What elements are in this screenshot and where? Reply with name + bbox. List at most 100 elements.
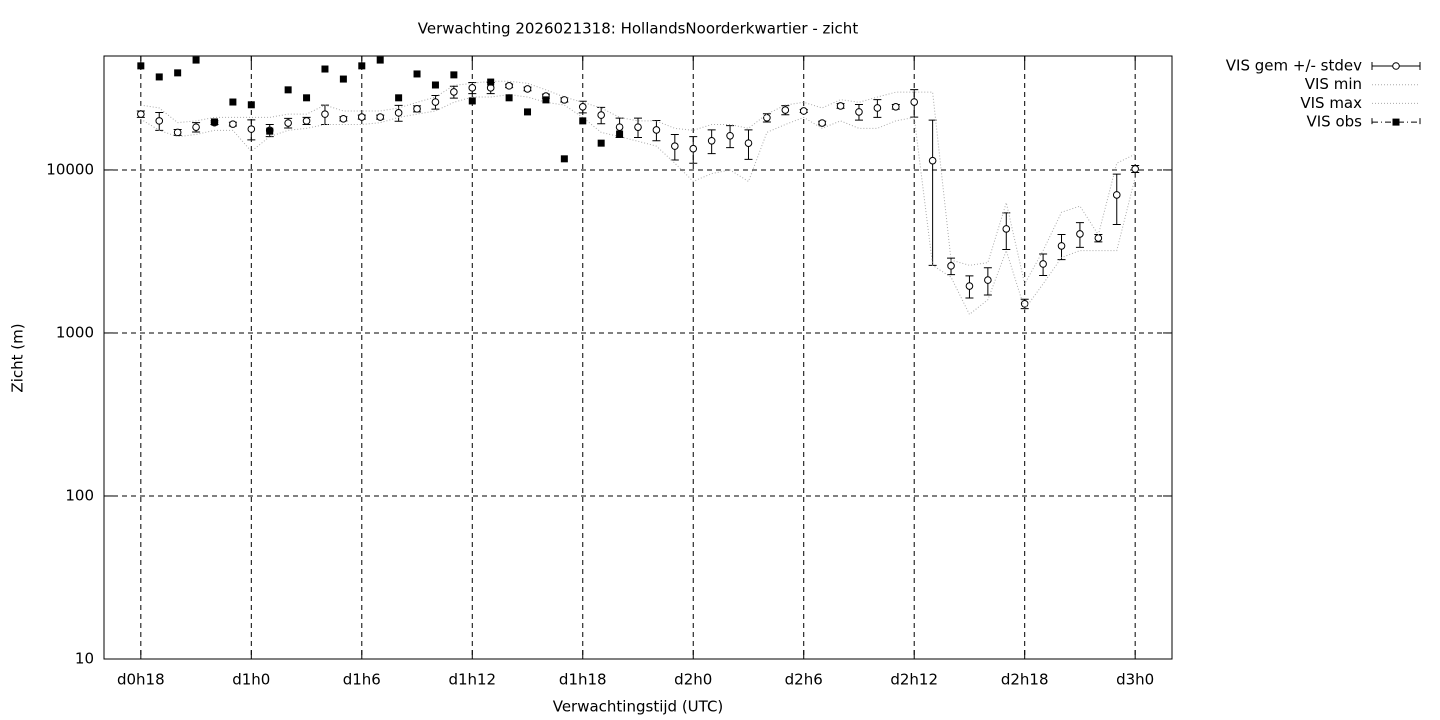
point	[560, 155, 568, 163]
point	[505, 94, 513, 102]
x-tick-label: d2h18	[1001, 671, 1049, 689]
point	[947, 262, 955, 270]
point	[192, 123, 200, 131]
point	[302, 117, 311, 125]
legend-swatch	[1392, 118, 1400, 126]
y-tick-label: 100	[65, 486, 94, 504]
point	[229, 120, 237, 128]
point	[542, 96, 550, 104]
point	[137, 110, 145, 118]
point	[726, 131, 734, 140]
point	[579, 117, 587, 125]
chart-title: Verwachting 2026021318: HollandsNoorderk…	[418, 20, 859, 38]
x-tick-label: d1h12	[448, 671, 496, 689]
error-bar	[928, 119, 937, 266]
y-tick-label: 10000	[46, 160, 94, 178]
plot-frame	[103, 55, 1173, 660]
point	[247, 101, 255, 109]
point	[1112, 191, 1121, 199]
point	[395, 94, 403, 102]
point	[578, 102, 587, 111]
point	[321, 110, 329, 118]
point	[376, 113, 385, 121]
point	[413, 105, 421, 113]
x-axis-label: Verwachtingstijd (UTC)	[553, 698, 724, 716]
legend-swatch	[1371, 118, 1421, 127]
point	[763, 113, 771, 122]
point	[781, 106, 790, 114]
point	[707, 136, 716, 145]
point	[616, 130, 624, 138]
point	[799, 107, 808, 115]
point	[357, 113, 366, 121]
point	[413, 70, 421, 78]
point	[524, 108, 532, 116]
point	[284, 86, 292, 94]
point	[431, 98, 440, 106]
point	[873, 104, 882, 112]
point	[818, 119, 826, 127]
point	[671, 142, 679, 150]
point	[1094, 234, 1103, 242]
point	[1076, 230, 1084, 238]
legend-label: VIS obs	[1307, 113, 1363, 131]
x-tick-label: d2h12	[890, 671, 938, 689]
point	[1002, 225, 1011, 233]
point	[137, 62, 145, 70]
point	[1057, 242, 1066, 250]
point	[192, 56, 200, 64]
point	[431, 81, 439, 89]
point	[284, 119, 292, 127]
point	[210, 118, 218, 126]
point	[155, 73, 163, 81]
point	[155, 117, 164, 125]
point	[855, 108, 863, 116]
point	[358, 62, 366, 70]
point	[468, 97, 476, 105]
x-tick-label: d2h0	[674, 671, 712, 689]
point	[450, 88, 458, 96]
legend-label: VIS max	[1300, 94, 1362, 112]
point	[487, 78, 495, 86]
point	[229, 98, 237, 106]
point	[394, 109, 403, 117]
point	[247, 125, 256, 133]
y-tick-label: 10	[75, 650, 94, 668]
y-axis-label: Zicht (m)	[9, 323, 27, 392]
point	[615, 123, 624, 131]
point	[560, 96, 569, 104]
point	[303, 94, 311, 102]
point	[836, 102, 845, 110]
point	[173, 128, 182, 137]
x-tick-label: d1h0	[232, 671, 270, 689]
point	[1020, 299, 1029, 308]
point	[339, 114, 348, 123]
x-tick-label: d1h18	[559, 671, 607, 689]
x-tick-label: d3h0	[1116, 671, 1154, 689]
point	[689, 144, 698, 153]
point	[891, 102, 900, 111]
point	[597, 111, 605, 119]
point	[965, 282, 974, 290]
point	[523, 85, 532, 93]
point	[468, 84, 477, 92]
point	[450, 71, 458, 79]
point	[174, 69, 182, 77]
point	[597, 139, 605, 147]
x-tick-label: d2h6	[785, 671, 823, 689]
x-tick-label: d1h6	[343, 671, 381, 689]
legend-label: VIS min	[1305, 75, 1362, 93]
point	[1131, 165, 1139, 173]
point	[928, 156, 937, 165]
point	[505, 82, 513, 90]
legend-label: VIS gem +/- stdev	[1226, 57, 1362, 75]
y-tick-label: 1000	[56, 323, 94, 341]
point	[1039, 260, 1047, 268]
point	[984, 276, 992, 284]
x-tick-label: d0h18	[117, 671, 165, 689]
point	[634, 123, 642, 131]
line-series	[140, 94, 1136, 316]
point	[321, 65, 329, 73]
